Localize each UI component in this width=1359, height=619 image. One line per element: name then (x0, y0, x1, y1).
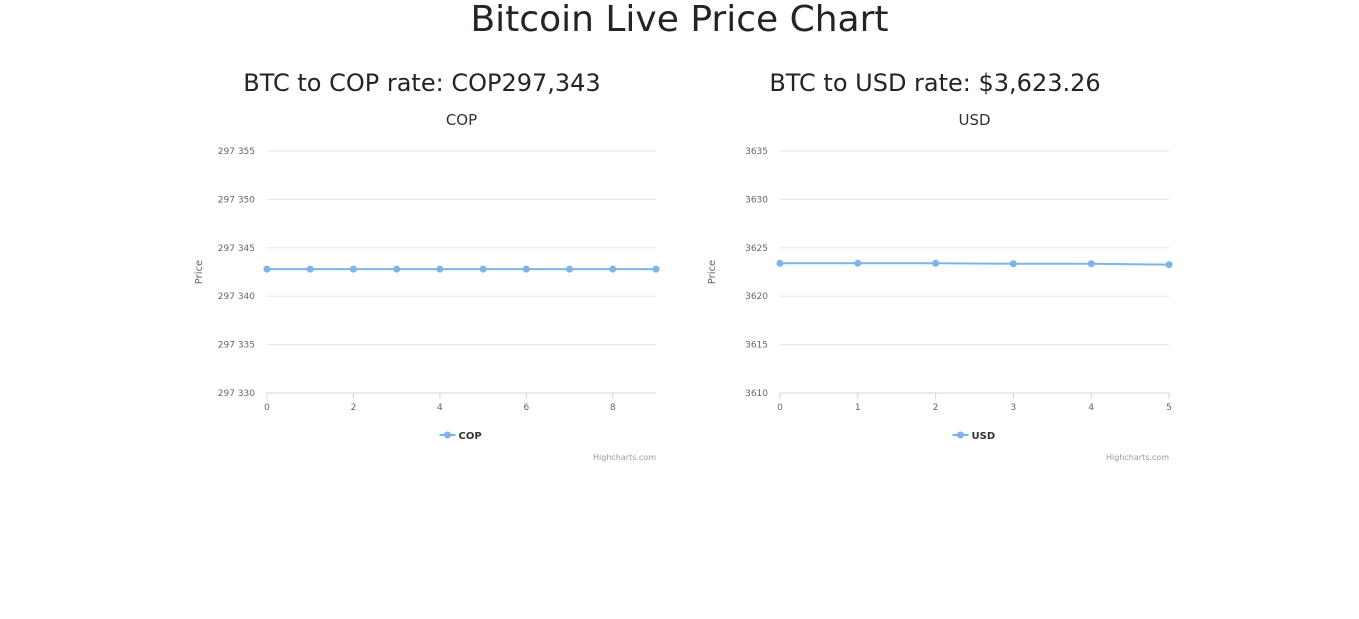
usd-data-point[interactable] (1009, 260, 1017, 268)
usd-x-tick-label: 2 (933, 403, 939, 413)
usd-x-tick-label: 5 (1166, 403, 1172, 413)
cop-rate-heading: BTC to COP rate: COP297,343 (243, 69, 601, 97)
cop-y-tick-label: 297 355 (218, 147, 255, 157)
cop-chart-title: COP (446, 111, 477, 129)
usd-x-tick-label: 4 (1088, 403, 1094, 413)
usd-y-axis-title: Price (707, 260, 718, 284)
usd-chart: USD 3610 3615 3620 3625 3630 3635 0 1 2 3 4 5 Price US… (707, 111, 1173, 462)
cop-y-tick-label: 297 345 (218, 244, 255, 254)
usd-y-tick-label: 3620 (745, 292, 768, 302)
cop-legend-marker (444, 431, 451, 439)
cop-data-point[interactable] (566, 265, 574, 273)
usd-legend-item[interactable]: USD (952, 431, 996, 442)
cop-y-tick-label: 297 335 (218, 341, 255, 351)
usd-x-tick-label: 0 (777, 403, 783, 413)
cop-data-point[interactable] (652, 265, 660, 273)
usd-legend-label: USD (972, 431, 996, 442)
cop-data-point[interactable] (609, 265, 617, 273)
usd-credit-link[interactable]: Highcharts.com (1106, 453, 1169, 462)
usd-y-tick-label: 3635 (745, 147, 768, 157)
cop-data-point[interactable] (306, 265, 314, 273)
usd-y-tick-label: 3625 (745, 244, 768, 254)
usd-series-line (780, 262, 1170, 266)
usd-data-point[interactable] (854, 259, 862, 267)
usd-x-tick-label: 3 (1011, 403, 1017, 413)
cop-data-point[interactable] (349, 265, 357, 273)
usd-y-tick-label: 3610 (745, 389, 768, 399)
cop-legend-item[interactable]: COP (439, 431, 482, 442)
usd-y-tick-label: 3615 (745, 341, 768, 351)
cop-x-tick-label: 4 (437, 403, 443, 413)
cop-y-tick-label: 297 340 (218, 292, 255, 302)
usd-chart-title: USD (958, 111, 990, 129)
cop-y-tick-label: 297 350 (218, 195, 255, 205)
page-title: Bitcoin Live Price Chart (470, 0, 889, 40)
cop-data-point[interactable] (263, 265, 271, 273)
cop-panel: BTC to COP rate: COP297,343 COP 297 330 29… (162, 60, 682, 480)
cop-x-tick-label: 0 (264, 403, 270, 413)
cop-y-tick-label: 297 330 (218, 389, 255, 399)
cop-data-point[interactable] (436, 265, 444, 273)
cop-data-point[interactable] (393, 265, 401, 273)
usd-x-tick-label: 1 (855, 403, 861, 413)
usd-data-point[interactable] (1087, 260, 1095, 268)
usd-data-point[interactable] (932, 259, 940, 267)
cop-data-point[interactable] (522, 265, 530, 273)
cop-x-tick-label: 2 (351, 403, 357, 413)
cop-credit-link[interactable]: Highcharts.com (593, 453, 656, 462)
cop-data-point[interactable] (479, 265, 487, 273)
usd-panel: BTC to USD rate: $3,623.26 USD 3610 3615 36… (675, 60, 1195, 480)
cop-chart: COP 297 330 297 335 297 340 297 345 297 350 29… (194, 111, 660, 462)
usd-y-tick-label: 3630 (745, 195, 768, 205)
usd-data-point[interactable] (1165, 261, 1173, 269)
cop-y-axis-title: Price (194, 260, 205, 284)
cop-x-tick-label: 6 (523, 403, 529, 413)
usd-data-point[interactable] (776, 259, 784, 267)
usd-rate-heading: BTC to USD rate: $3,623.26 (769, 69, 1101, 97)
usd-legend-marker (957, 431, 964, 439)
cop-x-tick-label: 8 (610, 403, 616, 413)
cop-legend-label: COP (459, 431, 482, 442)
